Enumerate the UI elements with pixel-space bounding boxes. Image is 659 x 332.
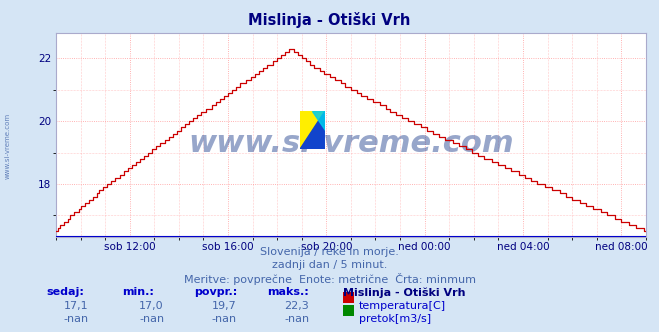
Text: povpr.:: povpr.: bbox=[194, 287, 238, 297]
Text: www.si-vreme.com: www.si-vreme.com bbox=[188, 129, 514, 158]
Text: Slovenija / reke in morje.: Slovenija / reke in morje. bbox=[260, 247, 399, 257]
Text: -nan: -nan bbox=[284, 314, 309, 324]
Text: -nan: -nan bbox=[139, 314, 164, 324]
Text: Mislinja - Otiški Vrh: Mislinja - Otiški Vrh bbox=[343, 287, 465, 298]
Text: min.:: min.: bbox=[122, 287, 154, 297]
Polygon shape bbox=[300, 111, 325, 149]
Text: 17,1: 17,1 bbox=[63, 301, 88, 311]
Text: Mislinja - Otiški Vrh: Mislinja - Otiški Vrh bbox=[248, 12, 411, 28]
Text: Meritve: povprečne  Enote: metrične  Črta: minmum: Meritve: povprečne Enote: metrične Črta:… bbox=[183, 273, 476, 285]
Text: zadnji dan / 5 minut.: zadnji dan / 5 minut. bbox=[272, 260, 387, 270]
Text: -nan: -nan bbox=[63, 314, 88, 324]
Text: maks.:: maks.: bbox=[267, 287, 308, 297]
Polygon shape bbox=[312, 111, 325, 130]
Polygon shape bbox=[300, 111, 325, 149]
Text: 22,3: 22,3 bbox=[284, 301, 309, 311]
Text: sedaj:: sedaj: bbox=[46, 287, 84, 297]
Text: temperatura[C]: temperatura[C] bbox=[359, 301, 446, 311]
Text: 17,0: 17,0 bbox=[139, 301, 164, 311]
Text: pretok[m3/s]: pretok[m3/s] bbox=[359, 314, 431, 324]
Text: -nan: -nan bbox=[212, 314, 237, 324]
Text: 19,7: 19,7 bbox=[212, 301, 237, 311]
Text: www.si-vreme.com: www.si-vreme.com bbox=[5, 113, 11, 179]
